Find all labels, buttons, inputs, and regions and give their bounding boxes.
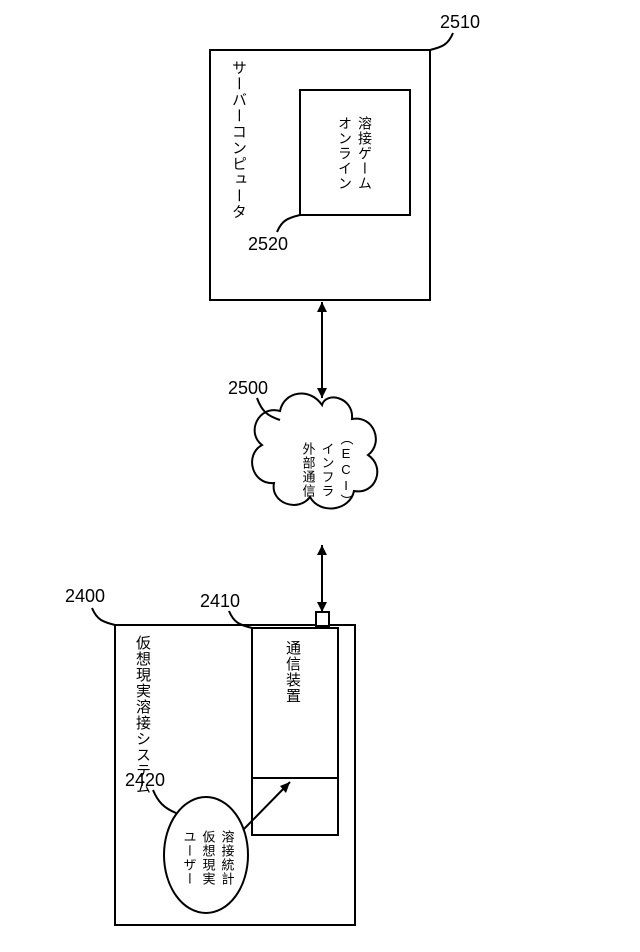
- vr-system-callout-line: [92, 608, 115, 625]
- eci-line-1: インフラ: [318, 442, 337, 498]
- port-rect: [316, 612, 329, 626]
- comm-callout: 2410: [200, 591, 240, 611]
- stats-callout: 2420: [125, 770, 165, 790]
- game-callout-line: [277, 215, 300, 232]
- vr-system-callout: 2400: [65, 586, 105, 606]
- comm-label: 通信装置: [282, 640, 303, 704]
- connector-port-cloud: [317, 545, 327, 612]
- edge-stats-to-comm: [248, 780, 290, 850]
- stats-line-1: 仮想現実: [199, 830, 218, 886]
- server-callout: 2510: [440, 12, 480, 32]
- server-title: サーバーコンピュータ: [228, 60, 249, 220]
- eci-callout: 2500: [228, 378, 268, 398]
- arrow-stats-to-comm-g: [248, 790, 290, 850]
- stats-line-2: 溶接統計: [218, 830, 237, 886]
- game-callout: 2520: [248, 234, 288, 254]
- server-callout-line: [430, 33, 453, 50]
- connector-stats-comm: [243, 782, 290, 830]
- game-line-0: オンライン: [335, 116, 355, 191]
- stats-line-0: ユーザー: [180, 830, 199, 886]
- arrow-stats-comm: [246, 780, 295, 840]
- connector-cloud-server: [317, 302, 327, 398]
- eci-line-0: 外部通信: [299, 442, 318, 498]
- eci-line-2: （ECI）: [337, 432, 356, 508]
- game-line-1: 溶接ゲーム: [355, 116, 375, 191]
